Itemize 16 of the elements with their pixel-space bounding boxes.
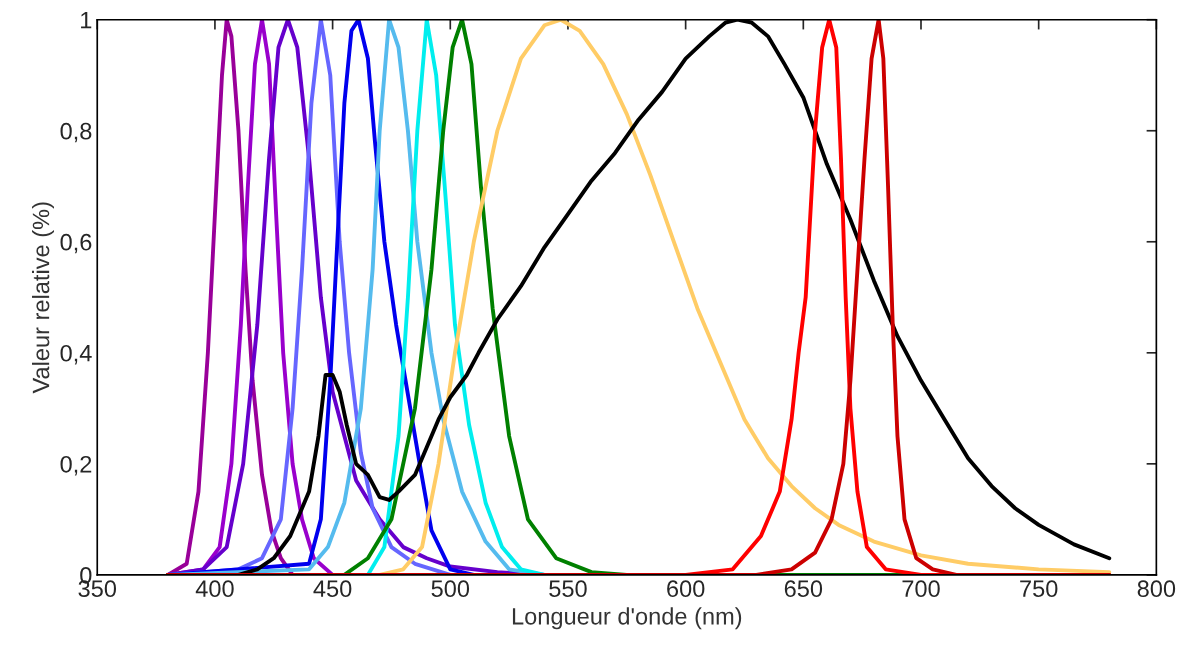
x-tick-label: 650 [784, 580, 823, 598]
x-tick-label: 700 [902, 580, 940, 598]
x-tick-label: 600 [667, 580, 705, 598]
x-tick-label: 800 [1137, 580, 1176, 598]
y-tick-label: 0,4 [60, 344, 92, 365]
x-tick-label: 550 [549, 580, 587, 598]
y-tick-label: 0,8 [60, 122, 92, 143]
x-tick-label: 500 [431, 580, 470, 598]
x-tick-label: 750 [1020, 580, 1058, 598]
y-tick-label: 1 [81, 12, 92, 29]
y-tick-label: 0,2 [60, 455, 92, 476]
x-axis-title: Longueur d'onde (nm) [512, 607, 742, 630]
y-axis-title: Valeur relative (%) [32, 202, 54, 394]
x-tick-label: 400 [195, 580, 234, 598]
x-tick-label: 450 [313, 580, 352, 598]
y-tick-label: 0,6 [60, 233, 92, 254]
